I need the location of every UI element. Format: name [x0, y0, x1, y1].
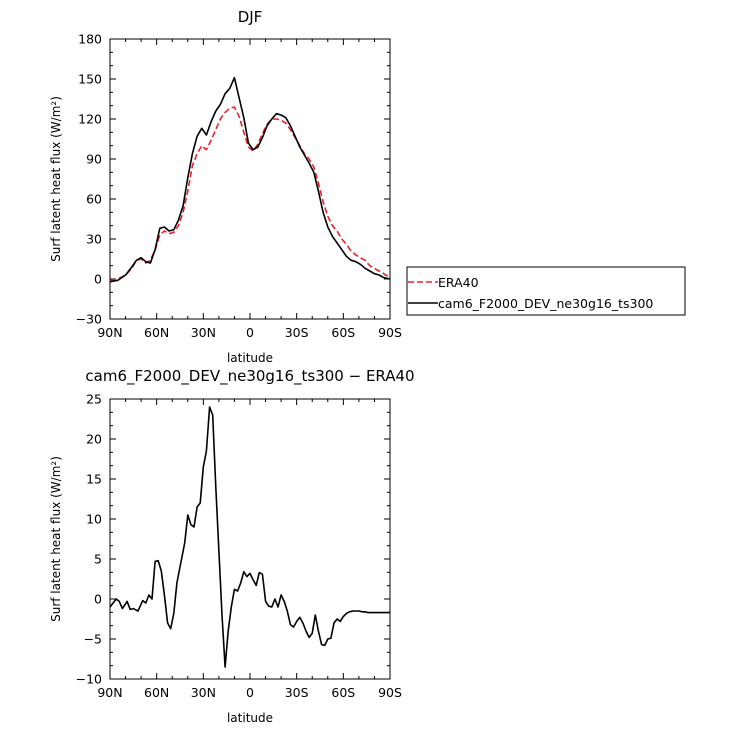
- bottom-x-tick-labels: 90N 60N 30N 0 30S 60S 90S: [97, 685, 402, 700]
- top-axis-ticks: [109, 38, 391, 320]
- top-series-line-1: [109, 76, 391, 283]
- top-x-tick-labels: 90N 60N 30N 0 30S 60S 90S: [97, 325, 402, 340]
- top-series-group: [109, 76, 391, 283]
- top-x-axis-label: latitude: [227, 351, 273, 365]
- top-ytick-label: 30: [86, 232, 102, 247]
- top-ytick-label: 90: [86, 152, 102, 167]
- bottom-ytick-label: 15: [86, 472, 102, 487]
- legend: ERA40 cam6_F2000_DEV_ne30g16_ts300: [406, 266, 686, 316]
- bottom-ytick-label: 25: [86, 392, 102, 407]
- top-ytick-label: 60: [86, 192, 102, 207]
- bottom-series-group: [109, 406, 390, 668]
- bottom-xtick-label: 30N: [191, 685, 216, 700]
- bottom-ytick-label: −10: [76, 672, 102, 687]
- top-xtick-label: 60S: [331, 325, 355, 340]
- bottom-xtick-label: 90N: [97, 685, 122, 700]
- bottom-series-line-0: [109, 406, 390, 668]
- top-panel: DJF −30 0 30 60 90 120 150 180 90N 60N 30N 0 30S 60S…: [49, 8, 402, 365]
- bottom-x-axis-label: latitude: [227, 711, 273, 725]
- top-xtick-label: 0: [246, 325, 254, 340]
- legend-era40-label: ERA40: [438, 275, 479, 290]
- top-xtick-label: 90S: [378, 325, 402, 340]
- legend-cam6-label: cam6_F2000_DEV_ne30g16_ts300: [438, 296, 653, 311]
- bottom-ytick-label: 5: [94, 552, 102, 567]
- bottom-y-axis-label: Surf latent heat flux (W/m²): [49, 456, 63, 622]
- top-chart-title: DJF: [238, 8, 263, 26]
- bottom-y-tick-labels: −10 −5 0 5 10 15 20 25: [76, 392, 102, 687]
- top-series-line-0: [109, 106, 391, 282]
- bottom-ytick-label: 10: [86, 512, 102, 527]
- bottom-xtick-label: 90S: [378, 685, 402, 700]
- bottom-ytick-label: 0: [94, 592, 102, 607]
- bottom-ytick-label: 20: [86, 432, 102, 447]
- bottom-xtick-label: 0: [246, 685, 254, 700]
- top-ytick-label: 180: [78, 32, 102, 47]
- bottom-xtick-label: 60N: [144, 685, 169, 700]
- top-xtick-label: 30S: [285, 325, 309, 340]
- top-xtick-label: 60N: [144, 325, 169, 340]
- top-y-axis-label: Surf latent heat flux (W/m²): [49, 96, 63, 262]
- top-xtick-label: 30N: [191, 325, 216, 340]
- legend-box: [406, 266, 686, 316]
- bottom-axis-ticks: [109, 398, 391, 680]
- bottom-chart-title: cam6_F2000_DEV_ne30g16_ts300 − ERA40: [85, 367, 414, 386]
- bottom-xtick-label: 30S: [285, 685, 309, 700]
- bottom-plot-frame: [109, 398, 391, 680]
- top-ytick-label: 150: [78, 72, 102, 87]
- bottom-panel: cam6_F2000_DEV_ne30g16_ts300 − ERA40 −10…: [49, 367, 415, 725]
- top-y-tick-labels: −30 0 30 60 90 120 150 180: [76, 32, 102, 327]
- top-ytick-label: −30: [76, 312, 102, 327]
- top-xtick-label: 90N: [97, 325, 122, 340]
- top-ytick-label: 0: [94, 272, 102, 287]
- top-plot-frame: [109, 38, 391, 320]
- bottom-ytick-label: −5: [84, 632, 102, 647]
- top-ytick-label: 120: [78, 112, 102, 127]
- bottom-xtick-label: 60S: [331, 685, 355, 700]
